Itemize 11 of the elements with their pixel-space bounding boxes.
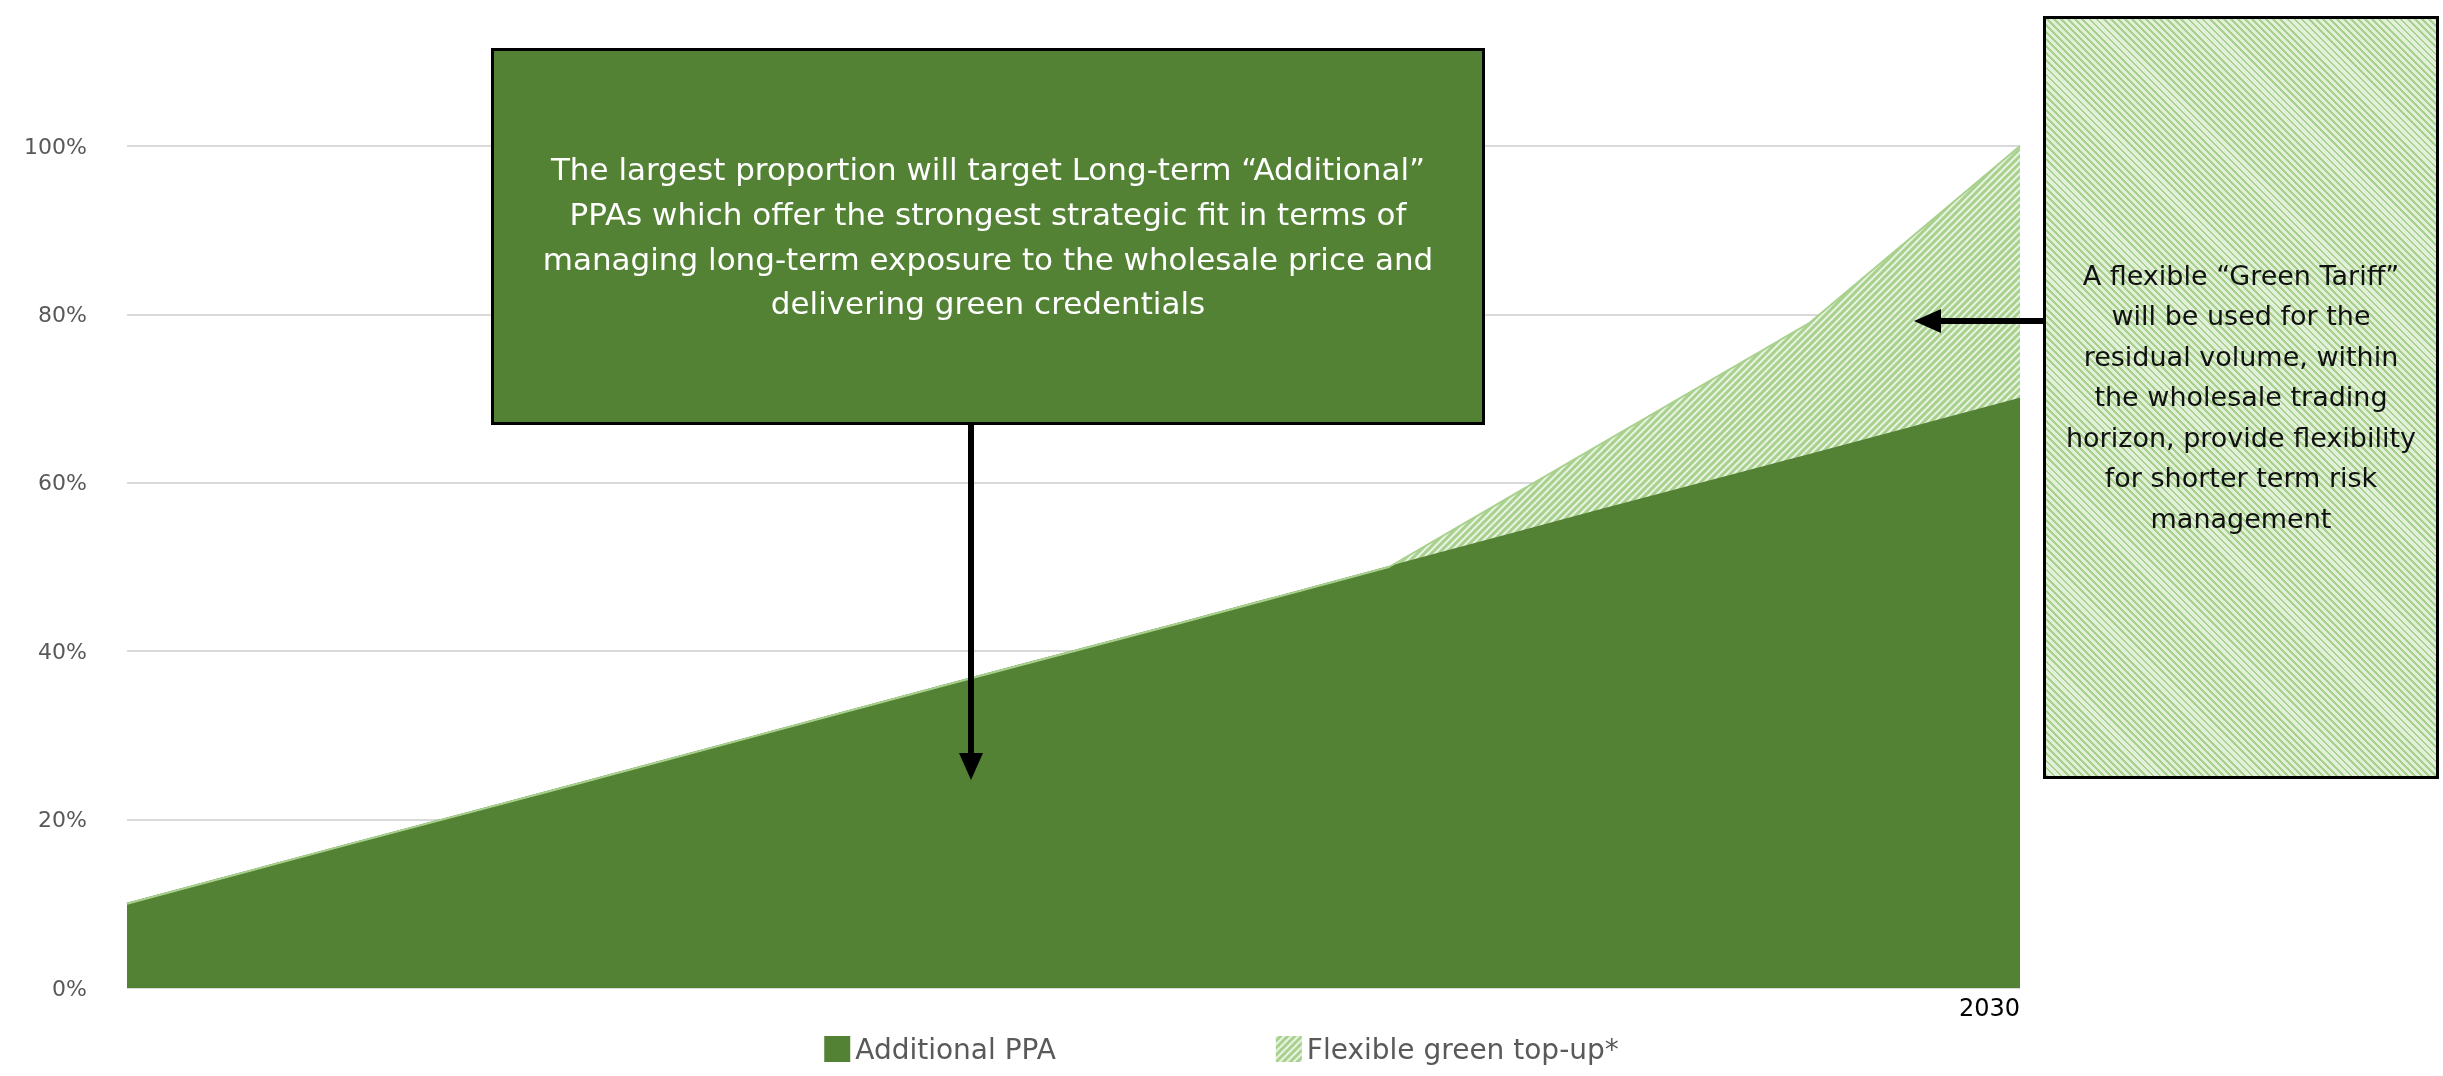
y-tick-label: 60% (38, 470, 87, 496)
y-tick-label: 80% (38, 301, 87, 327)
y-tick-label: 20% (38, 807, 87, 833)
x-tick-label: 2030 (1958, 994, 2020, 1022)
y-tick-label: 100% (24, 133, 87, 159)
legend-label: Flexible green top-up* (1306, 1032, 1619, 1066)
y-tick-label: 40% (38, 638, 87, 664)
legend-label: Additional PPA (855, 1032, 1056, 1066)
callout-box: The largest proportion will target Long-term “Additional” PPAs which offer the strongest strategic fit in terms of managing long-term exposure to the wholesale price and delivering green credentials (491, 48, 1485, 425)
callout-box: A flexible “Green Tariff” will be used for the residual volume, within the wholesale trading horizon, provide flexibility for shorter term risk management (2043, 16, 2439, 779)
y-tick-label: 0% (52, 975, 87, 1001)
